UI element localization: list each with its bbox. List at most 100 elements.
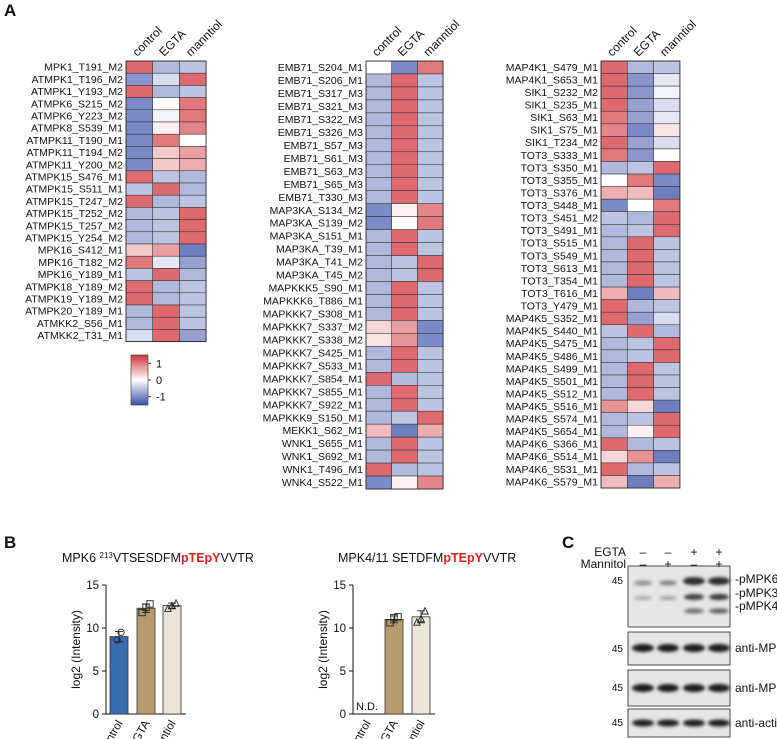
row-label: TOT3_S549_M1 <box>521 250 599 262</box>
heatmap-cell <box>627 337 654 351</box>
heatmap-cell <box>627 362 654 376</box>
heatmap-cell <box>417 190 444 204</box>
row-label: MAPKKK6_T886_M1 <box>263 296 363 308</box>
band-label: anti-MPK3 <box>735 681 777 695</box>
row-label: MAP4K5_S516_M1 <box>506 401 598 413</box>
bar <box>411 616 431 715</box>
heatmap-cell <box>391 294 418 308</box>
heatmap-cell <box>417 203 444 217</box>
data-point <box>113 636 121 644</box>
row-label: ATMPK6_S215_M2 <box>31 98 123 110</box>
row-label: MAP4K5_S574_M1 <box>506 414 598 426</box>
x-tick-label: control <box>346 719 374 739</box>
heatmap-cell <box>417 281 444 295</box>
heatmap-cell <box>125 146 153 159</box>
heatmap-cell <box>653 186 681 200</box>
heatmap-cell <box>391 177 418 191</box>
heatmap-cell <box>627 249 654 263</box>
heatmap-cell <box>391 333 418 347</box>
heatmap-cell <box>600 73 628 87</box>
row-label: MAPKKK7_S338_M2 <box>263 334 364 346</box>
row-label: MPK16_Y189_M1 <box>38 269 123 281</box>
heatmap-cell <box>391 164 418 178</box>
heatmap-cell <box>417 307 444 321</box>
row-label: MAP4K5_S440_M1 <box>506 326 598 338</box>
heatmap-frame <box>600 60 681 489</box>
bar <box>109 636 129 715</box>
heatmap-cell <box>600 274 628 288</box>
heatmap-cell <box>653 98 681 112</box>
heatmap-cell <box>653 261 681 275</box>
panel-label: B <box>4 533 16 552</box>
error-bar <box>115 630 123 643</box>
heatmap-cell <box>391 385 418 399</box>
chart-title: MPK4/11 SETDFMpTEpYVVTR <box>338 551 516 565</box>
heatmap-cell <box>627 261 654 275</box>
heatmap-cell <box>417 99 444 114</box>
heatmap-cell <box>600 60 628 74</box>
heatmap-cell <box>125 329 153 342</box>
heatmap-cell <box>653 324 681 338</box>
heatmap-cell <box>391 112 418 127</box>
heatmap-cell <box>365 151 392 166</box>
heatmap-cell <box>152 329 180 342</box>
heatmap-cell <box>125 304 153 318</box>
heatmap-cell <box>627 374 654 388</box>
heatmap-cell <box>600 136 628 150</box>
row-label: MAP4K6_S531_M1 <box>506 464 598 476</box>
heatmap-cell <box>365 60 392 75</box>
heatmap-cell <box>653 85 681 99</box>
heatmap-cell <box>600 211 628 225</box>
heatmap-cell <box>600 424 628 439</box>
row-label: WNK1_T496_M1 <box>282 464 363 476</box>
title-part: VVTR <box>221 551 254 565</box>
heatmap-cell <box>417 385 444 399</box>
heatmap-cell <box>653 161 681 175</box>
heatmap-cell <box>125 133 153 147</box>
heatmap-cell <box>125 85 153 98</box>
heatmap-cell <box>600 311 628 326</box>
heatmap-cell <box>627 437 654 451</box>
row-label: TOT3_S333_M1 <box>521 150 599 162</box>
heatmap-cell <box>152 231 180 245</box>
heatmap-cell <box>653 399 681 413</box>
row-label: MAP4K5_S512_M1 <box>506 388 598 400</box>
heatmap-cell <box>391 99 418 114</box>
heatmap-cell <box>653 349 681 363</box>
treatment-sign: + <box>664 557 671 571</box>
heatmap-frame <box>365 60 444 490</box>
row-label: TOT3_S613_M1 <box>521 263 599 275</box>
heatmap-cell <box>125 231 153 245</box>
row-label: MAP4K5_S475_M1 <box>506 338 598 350</box>
heatmap-cell <box>125 72 153 86</box>
row-label: MPK16_T182_M2 <box>38 257 123 269</box>
data-point <box>417 614 425 623</box>
heatmap-cell <box>417 397 444 412</box>
row-label: ATMPK11_T194_M2 <box>27 147 124 159</box>
heatmap-cell <box>391 255 418 269</box>
row-label: WNK4_S522_M1 <box>282 477 363 489</box>
row-label: MAP3KA_T41_M2 <box>276 257 363 269</box>
heatmap-cell <box>417 372 444 386</box>
row-label: ATMPK11_Y200_M2 <box>26 159 123 171</box>
heatmap-cell <box>417 229 444 243</box>
heatmap-cell <box>600 387 628 401</box>
heatmap-cell <box>627 123 654 137</box>
heatmap-cell <box>653 362 681 376</box>
heatmap-cell <box>653 224 681 238</box>
heatmap-cell <box>627 85 654 99</box>
row-label: MAP4K6_S366_M1 <box>506 439 598 451</box>
heatmap-cell <box>627 399 654 413</box>
row-label: MAP3KA_T45_M2 <box>276 270 363 282</box>
data-point <box>172 598 180 607</box>
row-label: MAP4K5_S352_M1 <box>506 313 598 325</box>
heatmap-cell <box>391 281 418 295</box>
row-label: TOT3_T616_M1 <box>521 288 598 300</box>
heatmap-cell <box>417 359 444 373</box>
heatmap-cell <box>365 346 392 360</box>
row-label: EMB71_S61_M3 <box>284 153 364 165</box>
row-label: EMB71_S206_M1 <box>278 75 363 87</box>
heatmap-cell <box>365 255 392 269</box>
heatmap-cell <box>417 436 444 451</box>
